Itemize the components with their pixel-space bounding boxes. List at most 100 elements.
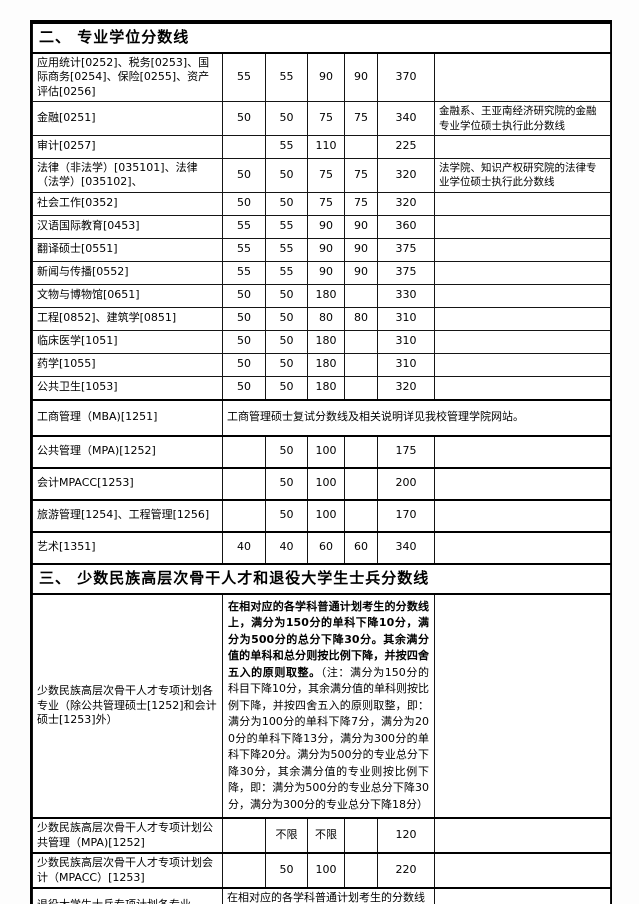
- program-name-cell: 临床医学[1051]: [32, 329, 223, 354]
- score-cell-3: 180: [307, 283, 345, 308]
- program-name-cell: 少数民族高层次骨干人才专项计划各专业（除公共管理硕士[1252]和会计硕士[12…: [32, 593, 223, 819]
- program-name-cell: 公共卫生[1053]: [32, 375, 223, 401]
- table-row: 金融[0251] 50 50 75 75 340 金融系、王亚南经济研究院的金融…: [32, 101, 612, 136]
- section3-title: 三、 少数民族高层次骨干人才和退役大学生士兵分数线: [31, 562, 612, 595]
- total-score-cell: 120: [377, 817, 435, 854]
- table-row: 翻译硕士[0551] 55 55 90 90 375: [32, 237, 612, 262]
- remark-cell: [433, 530, 612, 565]
- score-cell-1: 55: [222, 52, 266, 103]
- score-cell-1: [222, 817, 266, 854]
- score-cell-1: [222, 852, 266, 889]
- score-cell-3: 75: [307, 191, 345, 216]
- table-row: 社会工作[0352] 50 50 75 75 320: [32, 191, 612, 216]
- remark-cell: [433, 498, 612, 533]
- score-cell-4: 90: [344, 237, 378, 262]
- score-cell-1: 40: [222, 530, 266, 565]
- score-cell-2: 55: [265, 260, 308, 285]
- score-cell-1: 50: [222, 375, 266, 401]
- program-name-cell: 社会工作[0352]: [32, 191, 223, 216]
- score-cell-3: 100: [307, 466, 345, 501]
- score-table: 二、 专业学位分数线 应用统计[0252]、税务[0253]、国际商务[0254…: [31, 22, 612, 904]
- score-cell-2: 50: [265, 191, 308, 216]
- remark-cell: [433, 260, 612, 285]
- total-score-cell: 320: [377, 375, 435, 401]
- score-cell-4: [344, 352, 378, 377]
- score-cell-3: 180: [307, 352, 345, 377]
- table-row: 临床医学[1051] 50 50 180 310: [32, 329, 612, 354]
- table-row: 法律（非法学）[035101]、法律（法学）[035102]、 50 50 75…: [32, 157, 612, 193]
- score-cell-4: 90: [344, 214, 378, 239]
- program-name-cell: 公共管理（MPA)[1252]: [32, 434, 223, 469]
- table-row: 文物与博物馆[0651] 50 50 180 330: [32, 283, 612, 308]
- score-cell-1: 50: [222, 306, 266, 331]
- score-cell-2: 50: [265, 101, 308, 136]
- score-cell-2: 40: [265, 530, 308, 565]
- total-score-cell: 340: [377, 530, 435, 565]
- program-name-cell: 新闻与传播[0552]: [32, 260, 223, 285]
- score-cell-3: 75: [307, 157, 345, 193]
- program-name-cell: 文物与博物馆[0651]: [32, 283, 223, 308]
- mba-note-cell: 工商管理硕士复试分数线及相关说明详见我校管理学院网站。: [221, 398, 612, 437]
- policy-note-text: （注：满分为150分的科目下降10分，其余满分值的单科则按比例下降，并按四舍五入…: [228, 665, 429, 811]
- table-row: 少数民族高层次骨干人才专项计划公共管理（MPA)[1252] 不限 不限 120: [32, 817, 612, 854]
- program-name-cell: 艺术[1351]: [32, 530, 223, 565]
- remark-cell: [433, 434, 612, 469]
- total-score-cell: 220: [377, 852, 435, 889]
- score-cell-2: 不限: [265, 817, 308, 854]
- score-cell-4: [344, 329, 378, 354]
- score-cell-1: 55: [222, 237, 266, 262]
- score-cell-4: [344, 817, 378, 854]
- score-cell-1: [222, 434, 266, 469]
- total-score-cell: 310: [377, 352, 435, 377]
- total-score-cell: 375: [377, 237, 435, 262]
- total-score-cell: 370: [377, 52, 435, 103]
- table-row: 艺术[1351] 40 40 60 60 340: [32, 530, 612, 565]
- total-score-cell: 330: [377, 283, 435, 308]
- score-cell-2: 50: [265, 375, 308, 401]
- score-cell-3: 90: [307, 237, 345, 262]
- score-cell-2: 55: [265, 134, 308, 159]
- program-name-cell: 汉语国际教育[0453]: [32, 214, 223, 239]
- score-cell-4: [344, 498, 378, 533]
- table-row: 公共卫生[1053] 50 50 180 320: [32, 375, 612, 401]
- total-score-cell: 170: [377, 498, 435, 533]
- minority-plan-row: 少数民族高层次骨干人才专项计划各专业（除公共管理硕士[1252]和会计硕士[12…: [32, 593, 612, 819]
- total-score-cell: 340: [377, 101, 435, 136]
- table-row: 药学[1055] 50 50 180 310: [32, 352, 612, 377]
- score-cell-1: 50: [222, 191, 266, 216]
- score-cell-3: 不限: [307, 817, 345, 854]
- program-name-cell: 会计MPACC[1253]: [32, 466, 223, 501]
- remark-cell: [433, 283, 612, 308]
- score-cell-2: 55: [265, 52, 308, 103]
- program-name-cell: 药学[1055]: [32, 352, 223, 377]
- score-cell-3: 90: [307, 260, 345, 285]
- score-cell-1: 50: [222, 101, 266, 136]
- score-cell-1: [222, 134, 266, 159]
- score-cell-2: 50: [265, 352, 308, 377]
- remark-cell: [433, 593, 612, 819]
- remark-cell: [433, 852, 612, 889]
- score-cell-2: 50: [265, 283, 308, 308]
- score-cell-3: 80: [307, 306, 345, 331]
- table-row: 工程[0852]、建筑学[0851] 50 50 80 80 310: [32, 306, 612, 331]
- total-score-cell: 200: [377, 466, 435, 501]
- total-score-cell: 310: [377, 306, 435, 331]
- score-cell-1: 55: [222, 260, 266, 285]
- score-line-table: 二、 专业学位分数线 应用统计[0252]、税务[0253]、国际商务[0254…: [30, 20, 612, 904]
- veteran-policy-cell: 在相对应的各学科普通计划考生的分数线上，单科下降5分，总分下降15分。: [222, 887, 435, 904]
- score-cell-4: [344, 852, 378, 889]
- program-name-cell: 金融[0251]: [32, 101, 223, 136]
- score-cell-3: 100: [307, 852, 345, 889]
- mba-row: 工商管理（MBA)[1251] 工商管理硕士复试分数线及相关说明详见我校管理学院…: [32, 398, 612, 437]
- score-cell-2: 50: [265, 306, 308, 331]
- remark-cell: [433, 306, 612, 331]
- score-cell-2: 50: [265, 498, 308, 533]
- remark-cell: [433, 134, 612, 159]
- total-score-cell: 375: [377, 260, 435, 285]
- remark-cell: [433, 52, 612, 103]
- score-cell-2: 55: [265, 214, 308, 239]
- table-row: 新闻与传播[0552] 55 55 90 90 375: [32, 260, 612, 285]
- score-cell-2: 50: [265, 329, 308, 354]
- section2-title: 二、 专业学位分数线: [31, 22, 612, 54]
- score-cell-1: [222, 466, 266, 501]
